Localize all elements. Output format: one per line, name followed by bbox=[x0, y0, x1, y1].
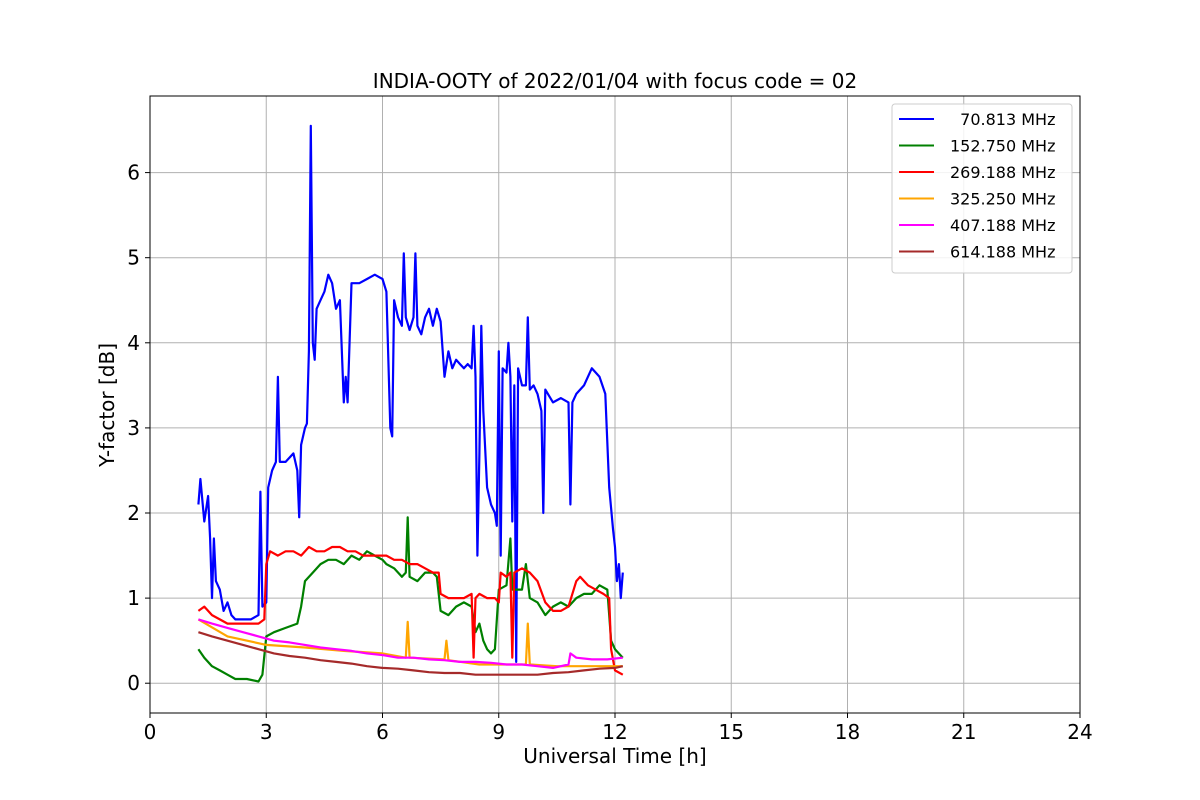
legend-label: 614.188 MHz bbox=[950, 243, 1055, 262]
legend: 70.813 MHz 152.750 MHz 269.188 MHz 325.250 … bbox=[891, 103, 1073, 274]
y-tick-label: 0 bbox=[127, 671, 140, 695]
legend-label: 407.188 MHz bbox=[950, 216, 1055, 235]
y-tick-label: 5 bbox=[127, 246, 140, 270]
chart-title: INDIA-OOTY of 2022/01/04 with focus code… bbox=[373, 69, 857, 93]
x-tick-label: 6 bbox=[376, 720, 389, 744]
legend-frame bbox=[891, 103, 1073, 274]
series-line-2 bbox=[197, 516, 624, 683]
x-tick-label: 24 bbox=[1067, 720, 1092, 744]
x-axis: 0 3 6 9 12 15 18 21 24 bbox=[144, 713, 1093, 744]
x-axis-label: Universal Time [h] bbox=[523, 744, 706, 768]
x-tick-label: 21 bbox=[951, 720, 976, 744]
grid bbox=[149, 96, 1081, 713]
y-tick-label: 4 bbox=[127, 331, 140, 355]
x-tick-label: 0 bbox=[144, 720, 157, 744]
legend-label: 152.750 MHz bbox=[950, 137, 1055, 156]
plot-area bbox=[197, 124, 624, 683]
legend-label: 269.188 MHz bbox=[950, 163, 1055, 182]
series-line-6 bbox=[198, 631, 624, 676]
y-tick-label: 6 bbox=[127, 161, 140, 185]
legend-label: 70.813 MHz bbox=[950, 110, 1055, 129]
y-axis: 0 1 2 3 4 5 6 bbox=[127, 161, 150, 695]
series-line-4 bbox=[197, 618, 623, 668]
x-tick-label: 18 bbox=[835, 720, 860, 744]
legend-label: 325.250 MHz bbox=[950, 190, 1055, 209]
series-line-5 bbox=[198, 618, 623, 669]
series-line-3 bbox=[197, 545, 624, 676]
series-line-1 bbox=[197, 124, 624, 663]
x-tick-label: 9 bbox=[492, 720, 505, 744]
x-tick-label: 12 bbox=[602, 720, 627, 744]
y-tick-label: 2 bbox=[127, 501, 140, 525]
x-tick-label: 3 bbox=[260, 720, 273, 744]
x-tick-label: 15 bbox=[719, 720, 744, 744]
y-tick-label: 3 bbox=[127, 416, 140, 440]
y-axis-label: Y-factor [dB] bbox=[95, 343, 119, 468]
y-tick-label: 1 bbox=[127, 586, 140, 610]
